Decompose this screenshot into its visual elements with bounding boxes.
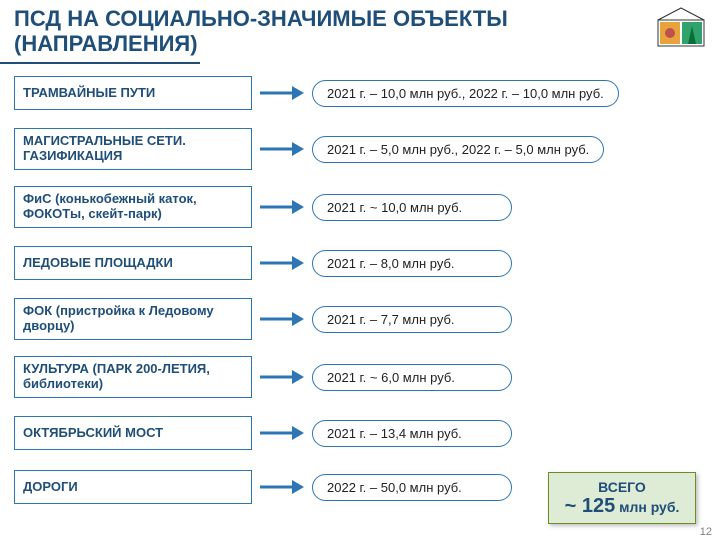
row: ТРАМВАЙНЫЕ ПУТИ 2021 г. – 10,0 млн руб., … [14, 72, 706, 114]
category-box: ТРАМВАЙНЫЕ ПУТИ [14, 76, 252, 110]
arrow-icon [252, 478, 312, 496]
category-box: ФиС (конькобежный каток, ФОКОТы, скейт-п… [14, 186, 252, 228]
category-box: ЛЕДОВЫЕ ПЛОЩАДКИ [14, 246, 252, 280]
value-box: 2021 г. ~ 6,0 млн руб. [312, 364, 512, 391]
arrow-icon [252, 84, 312, 102]
arrow-icon [252, 254, 312, 272]
crest-icon [656, 6, 706, 48]
arrow-icon [252, 310, 312, 328]
total-label: ВСЕГО [598, 479, 646, 495]
category-box: КУЛЬТУРА (ПАРК 200-ЛЕТИЯ, библиотеки) [14, 356, 252, 398]
rows-container: ТРАМВАЙНЫЕ ПУТИ 2021 г. – 10,0 млн руб., … [14, 72, 706, 520]
arrow-icon [252, 368, 312, 386]
value-box: 2021 г. – 7,7 млн руб. [312, 306, 512, 333]
category-box: ФОК (пристройка к Ледовому дворцу) [14, 298, 252, 340]
arrow-icon [252, 140, 312, 158]
row: ЛЕДОВЫЕ ПЛОЩАДКИ 2021 г. – 8,0 млн руб. [14, 242, 706, 284]
value-box: 2021 г. – 13,4 млн руб. [312, 420, 512, 447]
arrow-icon [252, 198, 312, 216]
category-box: ДОРОГИ [14, 470, 252, 504]
category-box: МАГИСТРАЛЬНЫЕ СЕТИ. ГАЗИФИКАЦИЯ [14, 128, 252, 170]
row: ФиС (конькобежный каток, ФОКОТы, скейт-п… [14, 184, 706, 230]
category-box: ОКТЯБРЬСКИЙ МОСТ [14, 416, 252, 450]
value-box: 2022 г. – 50,0 млн руб. [312, 474, 512, 501]
value-box: 2021 г. – 8,0 млн руб. [312, 250, 512, 277]
value-box: 2021 г. – 5,0 млн руб., 2022 г. – 5,0 мл… [312, 136, 604, 163]
row: КУЛЬТУРА (ПАРК 200-ЛЕТИЯ, библиотеки) 202… [14, 354, 706, 400]
page-title: ПСД НА СОЦИАЛЬНО-ЗНАЧИМЫЕ ОБЪЕКТЫ (НАПРА… [14, 6, 594, 57]
value-box: 2021 г. ~ 10,0 млн руб. [312, 194, 512, 221]
total-amount: ~ 125 млн руб. [565, 495, 680, 518]
row: МАГИСТРАЛЬНЫЕ СЕТИ. ГАЗИФИКАЦИЯ 2021 г. –… [14, 126, 706, 172]
title-underline [0, 62, 200, 64]
value-box: 2021 г. – 10,0 млн руб., 2022 г. – 10,0 … [312, 80, 619, 107]
row: ФОК (пристройка к Ледовому дворцу) 2021 г… [14, 296, 706, 342]
row: ОКТЯБРЬСКИЙ МОСТ 2021 г. – 13,4 млн руб. [14, 412, 706, 454]
total-box: ВСЕГО ~ 125 млн руб. [548, 472, 696, 524]
page-number: 12 [700, 526, 712, 538]
arrow-icon [252, 424, 312, 442]
